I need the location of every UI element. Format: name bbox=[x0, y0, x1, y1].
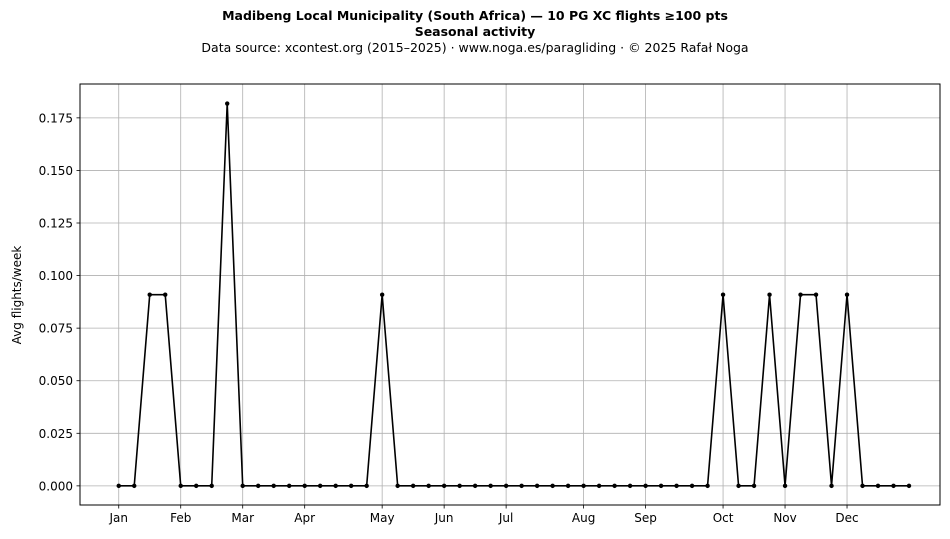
series-line bbox=[118, 102, 910, 487]
data-point bbox=[767, 292, 772, 297]
data-point bbox=[534, 483, 540, 489]
x-tick-label: Sep bbox=[634, 511, 657, 525]
series-layer bbox=[116, 101, 912, 489]
x-tick-label: Jul bbox=[498, 511, 513, 525]
data-point bbox=[829, 483, 834, 489]
y-tick-label: 0.050 bbox=[39, 374, 73, 388]
data-point bbox=[147, 292, 152, 297]
data-point bbox=[286, 483, 292, 489]
x-tick-label: Jan bbox=[108, 511, 128, 525]
data-point bbox=[178, 483, 183, 489]
data-point bbox=[209, 483, 214, 489]
data-point bbox=[271, 483, 276, 489]
y-axis: 0.000 0.025 0.050 0.075 0.100 0.125 0.150 0.175 bbox=[39, 111, 80, 493]
data-point bbox=[813, 292, 819, 297]
data-point bbox=[550, 483, 555, 489]
data-point bbox=[891, 483, 896, 489]
data-point bbox=[782, 483, 788, 489]
data-point bbox=[395, 483, 400, 489]
data-point bbox=[116, 483, 121, 489]
data-point bbox=[348, 483, 354, 489]
data-point bbox=[736, 483, 741, 489]
data-point bbox=[132, 483, 137, 489]
data-point bbox=[798, 292, 803, 297]
data-point bbox=[720, 292, 726, 297]
x-tick-label: Dec bbox=[835, 511, 858, 525]
data-point bbox=[844, 292, 850, 297]
y-tick-label: 0.100 bbox=[39, 269, 73, 283]
chart-subtitle: Seasonal activity bbox=[414, 23, 536, 39]
data-point bbox=[627, 483, 633, 489]
chart-title: Madibeng Local Municipality (South Afric… bbox=[222, 8, 728, 23]
x-tick-label: Oct bbox=[713, 511, 734, 525]
data-point bbox=[519, 483, 524, 489]
title-block: Madibeng Local Municipality (South Afric… bbox=[0, 8, 950, 56]
data-point bbox=[488, 483, 493, 489]
data-point bbox=[705, 483, 710, 489]
data-source-note: Data source: xcontest.org (2015–2025) · … bbox=[201, 40, 749, 55]
x-tick-label: Apr bbox=[294, 511, 315, 525]
y-tick-label: 0.025 bbox=[39, 427, 73, 441]
x-tick-label: Nov bbox=[773, 511, 796, 525]
y-tick-label: 0.125 bbox=[39, 217, 73, 231]
data-point bbox=[379, 292, 385, 297]
data-point bbox=[596, 483, 602, 489]
y-axis-label: Avg flights/week bbox=[10, 246, 24, 345]
y-tick-label: 0.175 bbox=[39, 111, 73, 125]
data-point bbox=[643, 483, 648, 489]
x-tick-label: May bbox=[370, 511, 395, 525]
data-point bbox=[751, 483, 757, 489]
y-tick-label: 0.000 bbox=[39, 479, 73, 493]
data-point bbox=[317, 483, 323, 489]
data-point bbox=[302, 483, 307, 489]
data-point bbox=[689, 483, 695, 489]
data-point bbox=[410, 483, 416, 489]
data-point bbox=[472, 483, 478, 489]
data-point bbox=[503, 483, 509, 489]
x-axis: Jan Feb Mar Apr May Jun Jul Aug Sep Oct Nov Dec bbox=[108, 505, 859, 525]
data-point bbox=[875, 483, 881, 489]
data-point bbox=[364, 483, 369, 489]
data-point bbox=[581, 483, 586, 489]
plot-frame bbox=[79, 83, 941, 506]
data-point bbox=[240, 483, 245, 489]
x-tick-label: Aug bbox=[572, 511, 595, 525]
y-tick-label: 0.150 bbox=[39, 164, 73, 178]
data-point bbox=[194, 483, 199, 489]
data-point bbox=[565, 483, 571, 489]
data-point bbox=[612, 483, 617, 489]
data-point bbox=[457, 483, 462, 489]
data-point bbox=[333, 483, 338, 489]
x-tick-label: Jun bbox=[434, 511, 454, 525]
data-point bbox=[163, 292, 168, 297]
data-point bbox=[255, 483, 261, 489]
data-point bbox=[225, 101, 230, 106]
data-point bbox=[441, 483, 447, 489]
x-tick-label: Feb bbox=[170, 511, 191, 525]
data-point bbox=[906, 483, 912, 489]
data-point bbox=[860, 483, 865, 489]
data-point bbox=[658, 483, 664, 489]
data-point bbox=[426, 483, 431, 489]
x-tick-label: Mar bbox=[231, 511, 254, 525]
y-tick-label: 0.075 bbox=[39, 322, 73, 336]
data-point bbox=[674, 483, 679, 489]
